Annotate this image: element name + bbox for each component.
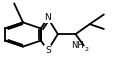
Text: S: S bbox=[45, 46, 51, 55]
Text: NH: NH bbox=[71, 41, 84, 50]
Text: N: N bbox=[44, 13, 51, 22]
Text: 2: 2 bbox=[84, 47, 88, 52]
